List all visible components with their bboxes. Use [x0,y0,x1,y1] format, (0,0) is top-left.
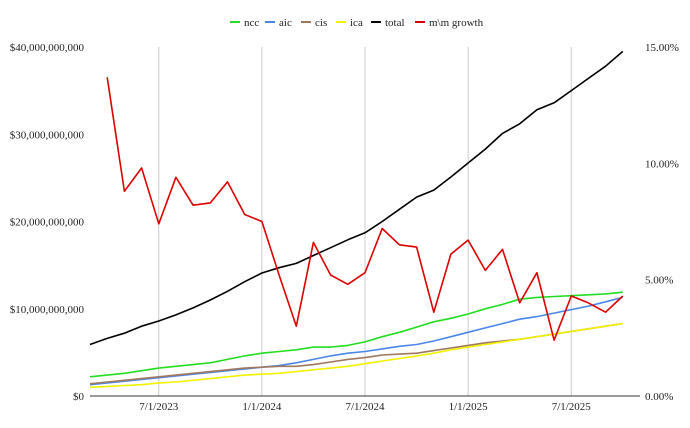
legend-label: cis [315,17,327,29]
legend-item[interactable]: ica [336,17,363,29]
legend-label: ncc [244,17,259,29]
series-line-m-m-growth [106,77,624,341]
legend-item[interactable]: m\m growth [415,17,484,29]
series-line-ncc [89,291,623,378]
legend[interactable]: ncc aic cis ica total m\m growth [230,17,484,29]
legend-label: aic [279,17,292,29]
series-lines [89,50,624,389]
legend-item[interactable]: cis [301,17,327,29]
series-line-total [89,50,624,346]
right-y-tick-label: 5.00% [645,275,673,287]
x-tick-label: 7/1/2023 [139,401,179,413]
left-y-tick-label: $0 [73,391,85,403]
x-tick-label: 1/1/2025 [449,401,489,413]
left-y-tick-label: $10,000,000,000 [10,304,85,316]
series-line-aic [89,296,623,386]
gridlines [158,47,572,396]
x-tick-label: 7/1/2024 [345,401,385,413]
right-y-tick-label: 10.00% [645,158,679,170]
legend-label: total [385,17,405,29]
left-y-tick-label: $20,000,000,000 [10,217,85,229]
axes: 7/1/2023 1/1/2024 7/1/2024 1/1/2025 7/1/2025… [10,42,679,413]
x-tick-label: 7/1/2025 [552,401,592,413]
right-y-tick-label: 0.00% [645,391,673,403]
right-y-tick-label: 15.00% [645,42,679,54]
x-tick-label: 1/1/2024 [242,401,282,413]
legend-label: ica [350,17,363,29]
legend-item[interactable]: aic [265,17,292,29]
left-y-tick-label: $30,000,000,000 [10,129,85,141]
legend-item[interactable]: ncc [230,17,259,29]
legend-label: m\m growth [429,17,484,29]
legend-item[interactable]: total [371,17,405,29]
series-line-ica [89,322,623,389]
left-y-tick-label: $40,000,000,000 [10,42,85,54]
